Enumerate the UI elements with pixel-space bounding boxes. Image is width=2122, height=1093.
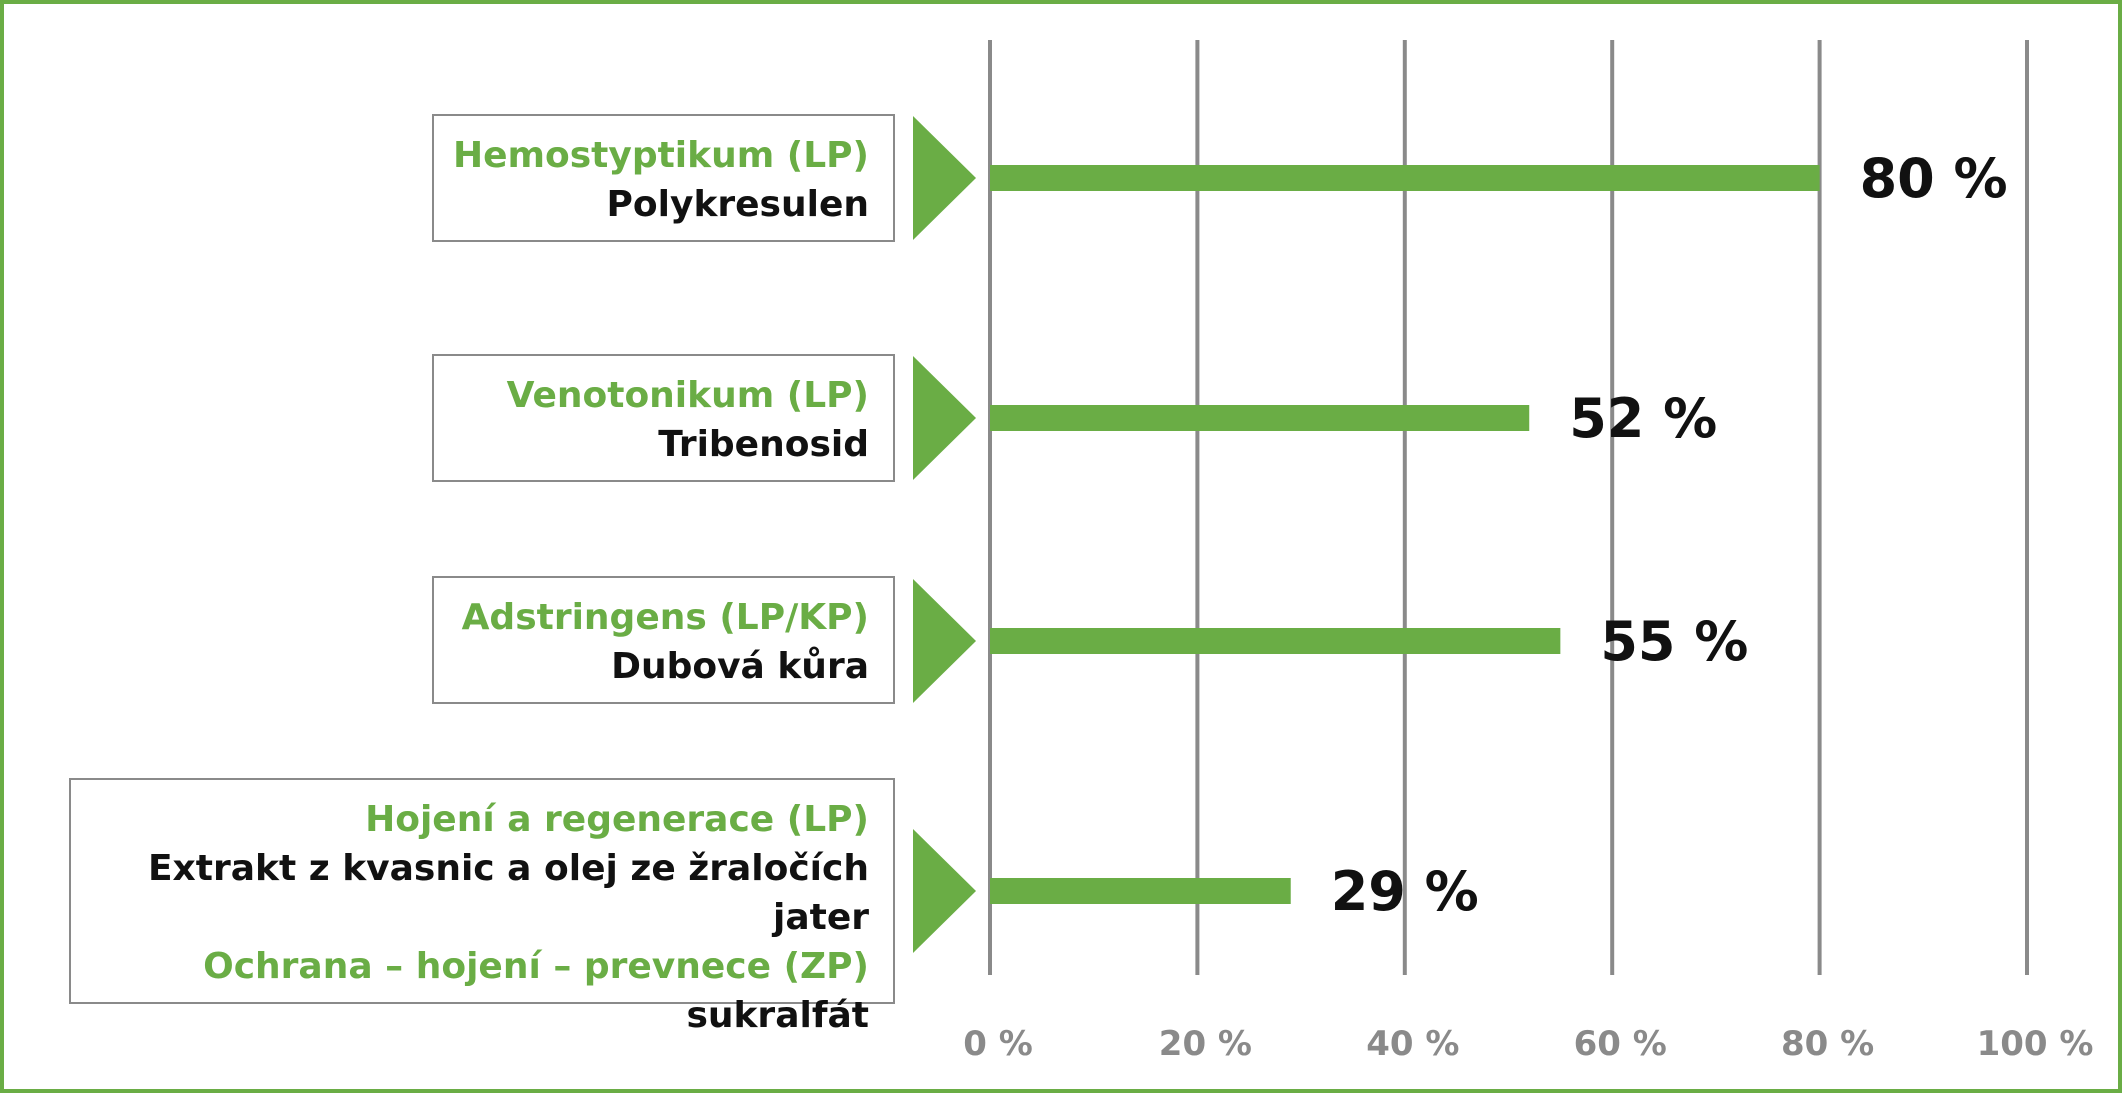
category-label-box: Adstringens (LP/KP) Dubová kůra xyxy=(432,576,895,704)
category-type-label: Venotonikum (LP) xyxy=(506,375,869,416)
bar xyxy=(990,628,1561,654)
category-type-label: Ochrana – hojení – prevnece (ZP) xyxy=(203,946,869,987)
category-substance-label: Polykresulen xyxy=(606,184,869,225)
pointer-arrow xyxy=(913,829,976,953)
pointer-arrow xyxy=(913,579,976,703)
category-label-box: Hemostyptikum (LP) Polykresulen xyxy=(432,114,895,242)
category-substance-label: sukralfát xyxy=(686,995,869,1036)
category-substance-label: Dubová kůra xyxy=(611,646,869,687)
x-tick-label: 40 % xyxy=(1366,1024,1459,1064)
value-label: 52 % xyxy=(1569,387,1717,450)
x-tick-label: 20 % xyxy=(1159,1024,1252,1064)
bar xyxy=(990,165,1820,191)
category-substance-label: Tribenosid xyxy=(658,424,869,465)
category-type-label: Adstringens (LP/KP) xyxy=(461,597,869,638)
category-label-box: Venotonikum (LP) Tribenosid xyxy=(432,354,895,482)
category-substance-label: Extrakt z kvasnic a olej ze žraločích ja… xyxy=(147,848,869,938)
x-tick-label: 100 % xyxy=(1977,1024,2094,1064)
x-tick-label: 60 % xyxy=(1574,1024,1667,1064)
category-label-box: Hojení a regenerace (LP) Extrakt z kvasni… xyxy=(69,778,895,1036)
x-tick-label: 0 % xyxy=(963,1024,1033,1064)
pointer-arrow xyxy=(913,116,976,240)
category-type-label: Hojení a regenerace (LP) xyxy=(365,799,869,840)
value-label: 80 % xyxy=(1860,147,2008,210)
value-label: 29 % xyxy=(1331,860,1479,923)
x-tick-label: 80 % xyxy=(1781,1024,1874,1064)
value-label: 55 % xyxy=(1600,610,1748,673)
category-type-label: Hemostyptikum (LP) xyxy=(452,135,869,176)
bar xyxy=(990,405,1530,431)
bar xyxy=(990,878,1291,904)
pointer-arrow xyxy=(913,356,976,480)
